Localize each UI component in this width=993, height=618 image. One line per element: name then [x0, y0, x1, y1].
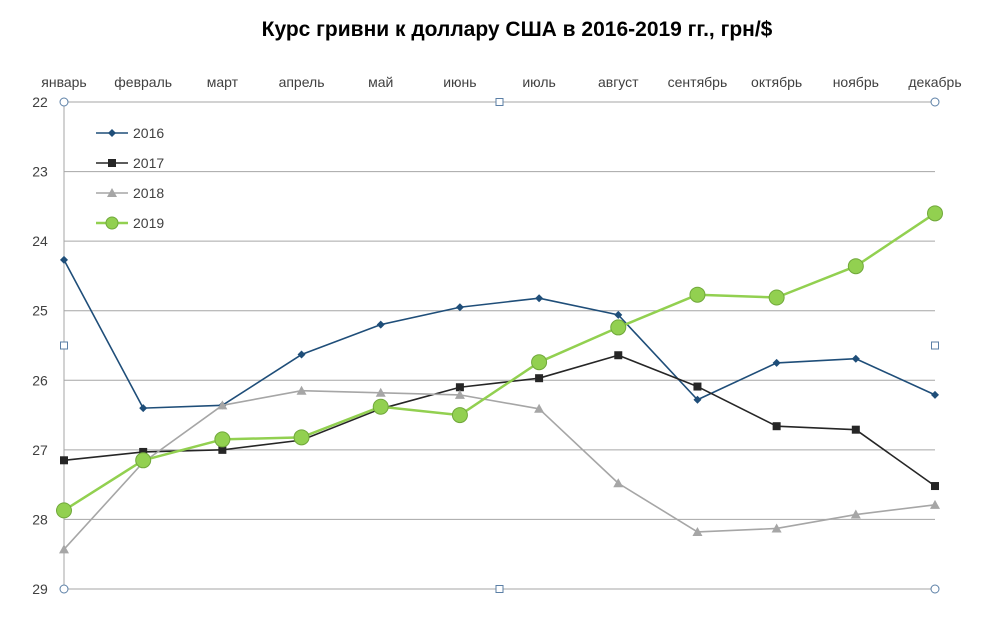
data-point — [847, 258, 864, 275]
data-point — [693, 395, 702, 404]
data-point — [375, 387, 386, 397]
x-tick-label: апрель — [279, 74, 325, 90]
x-tick-label: июнь — [443, 74, 476, 90]
y-tick-label: 23 — [32, 164, 48, 180]
data-point — [451, 407, 468, 424]
legend-label: 2019 — [133, 215, 164, 231]
x-tick-label: январь — [41, 74, 86, 90]
data-point — [376, 320, 385, 329]
plot-area-resize-handle[interactable] — [931, 341, 939, 350]
data-point — [851, 354, 860, 363]
series-lines — [56, 205, 943, 554]
data-point — [930, 499, 940, 509]
series-line — [63, 354, 936, 487]
data-point — [768, 289, 785, 306]
legend-label: 2016 — [133, 125, 164, 141]
x-tick-label: июль — [522, 74, 555, 90]
data-point — [218, 445, 227, 454]
data-point — [534, 403, 545, 413]
plot-area-resize-handle[interactable] — [930, 584, 940, 594]
series-2018 — [59, 385, 940, 554]
plot-area-resize-handle[interactable] — [60, 341, 68, 350]
data-point — [931, 390, 939, 399]
data-point — [56, 502, 72, 519]
x-tick-label: май — [368, 74, 393, 90]
legend-swatch-marker — [108, 129, 116, 137]
series-line — [63, 212, 936, 512]
plot-area-resize-handle[interactable] — [59, 97, 69, 107]
legend-label: 2018 — [133, 185, 164, 201]
data-point — [531, 354, 548, 371]
x-tick-label: август — [598, 74, 639, 90]
data-point — [850, 509, 861, 519]
data-point — [455, 303, 464, 312]
legend-item: 2018 — [96, 185, 164, 201]
x-tick-label: октябрь — [751, 74, 802, 90]
y-tick-label: 28 — [32, 511, 48, 527]
data-point — [610, 319, 627, 336]
data-point — [217, 400, 228, 410]
data-point — [927, 205, 943, 222]
plot-area-resize-handle[interactable] — [495, 585, 504, 593]
legend-label: 2017 — [133, 155, 164, 171]
data-point — [139, 404, 148, 413]
data-point — [772, 358, 781, 367]
data-point — [297, 350, 306, 359]
data-point — [693, 382, 702, 391]
y-tick-label: 26 — [32, 372, 48, 388]
data-point — [931, 482, 939, 491]
data-point — [692, 526, 703, 536]
data-point — [372, 398, 389, 415]
legend-item: 2016 — [96, 125, 164, 141]
plot-area-resize-handle[interactable] — [495, 98, 504, 106]
data-point — [613, 478, 624, 488]
axes: 22 23 24 25 26 27 28 29 январь февраль март апрель м… — [32, 74, 961, 597]
data-point — [772, 422, 781, 431]
x-tick-label: февраль — [114, 74, 172, 90]
data-point — [135, 452, 152, 469]
y-tick-label: 24 — [32, 233, 48, 249]
series-2019 — [56, 205, 943, 519]
legend-item: 2017 — [96, 155, 164, 171]
data-point — [454, 389, 465, 399]
legend: 2016 2017 2018 2019 — [96, 125, 164, 231]
legend-swatch-marker — [105, 216, 119, 230]
data-point — [689, 286, 706, 303]
y-tick-label: 25 — [32, 303, 48, 319]
data-point — [535, 294, 544, 303]
legend-item: 2019 — [96, 215, 164, 231]
data-point — [139, 447, 148, 456]
x-tick-label: ноябрь — [833, 74, 879, 90]
x-tick-label: декабрь — [908, 74, 961, 90]
data-point — [771, 523, 782, 533]
data-point — [614, 310, 623, 319]
x-tick-label: март — [207, 74, 239, 90]
series-line — [63, 259, 936, 409]
data-point — [614, 351, 623, 360]
y-tick-label: 22 — [32, 94, 48, 110]
data-point — [293, 429, 310, 446]
data-point — [59, 544, 69, 554]
plot-area-resize-handle[interactable] — [59, 584, 69, 594]
series-2017 — [60, 351, 939, 491]
y-tick-label: 29 — [32, 581, 48, 597]
legend-swatch-marker — [108, 159, 116, 167]
data-point — [455, 383, 464, 392]
y-tick-label: 27 — [32, 442, 48, 458]
data-point — [535, 374, 544, 383]
data-point — [60, 456, 68, 465]
series-line — [63, 389, 936, 550]
chart-title: Курс гривни к доллару США в 2016-2019 гг… — [262, 18, 773, 41]
data-point — [851, 425, 860, 434]
data-point — [296, 385, 307, 395]
plot-area-resize-handle[interactable] — [930, 97, 940, 107]
x-tick-label: сентябрь — [668, 74, 728, 90]
data-point — [60, 255, 68, 264]
gridlines — [64, 101, 935, 590]
data-point — [214, 431, 231, 448]
legend-swatch-marker — [107, 188, 117, 197]
